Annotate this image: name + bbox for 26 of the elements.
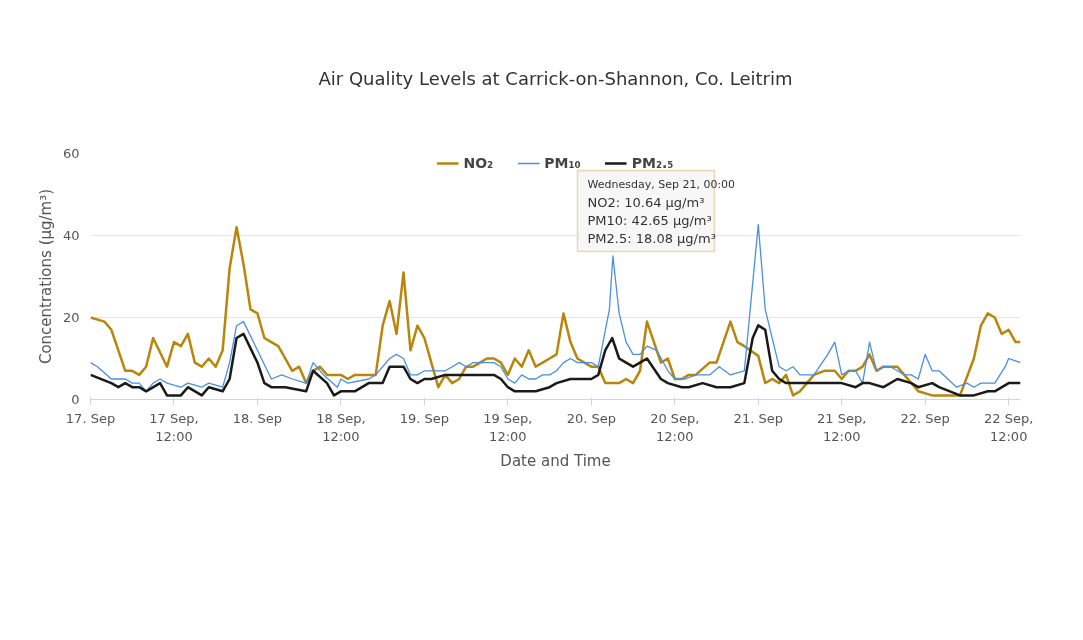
annotation: Wednesday, Sep 21, 00:00	[587, 178, 736, 191]
x-tick-label: 21. Sep	[733, 410, 783, 426]
y-tick-label: 20	[62, 310, 80, 325]
x-tick-label: 21 Sep, 12:00	[817, 410, 867, 444]
annotation: NO2: 10.64 µg/m³	[587, 195, 705, 210]
x-tick-label: 19. Sep	[399, 410, 450, 426]
y-axis-title: Concentrations (µg/m³)	[36, 188, 55, 365]
x-tick-label: 19 Sep, 12:00	[483, 410, 533, 444]
chart-title: Air Quality Levels at Carrick-on-Shannon, Co. Leitrim	[318, 67, 793, 89]
y-tick-label: 40	[62, 228, 80, 243]
x-tick-label: 22. Sep	[900, 410, 950, 426]
x-tick-label: 17. Sep	[65, 410, 116, 426]
x-tick-label: 17 Sep, 12:00	[149, 410, 199, 444]
annotation: PM2.5: 18.08 µg/m³	[587, 231, 716, 246]
legend-label: PM₁₀	[544, 155, 581, 171]
annotation: PM10: 42.65 µg/m³	[587, 213, 712, 228]
legend-label: NO₂	[463, 155, 494, 171]
x-tick-label: 20. Sep	[566, 410, 616, 426]
legend-label: PM₂.₅	[631, 155, 674, 171]
y-tick-label: 0	[71, 392, 80, 407]
x-tick-label: 18. Sep	[232, 410, 283, 426]
x-tick-label: 22 Sep, 12:00	[984, 410, 1034, 444]
x-tick-label: 20 Sep, 12:00	[650, 410, 700, 444]
y-tick-label: 60	[62, 146, 80, 161]
x-tick-label: 18 Sep, 12:00	[316, 410, 366, 444]
x-axis-title: Date and Time	[500, 451, 611, 470]
